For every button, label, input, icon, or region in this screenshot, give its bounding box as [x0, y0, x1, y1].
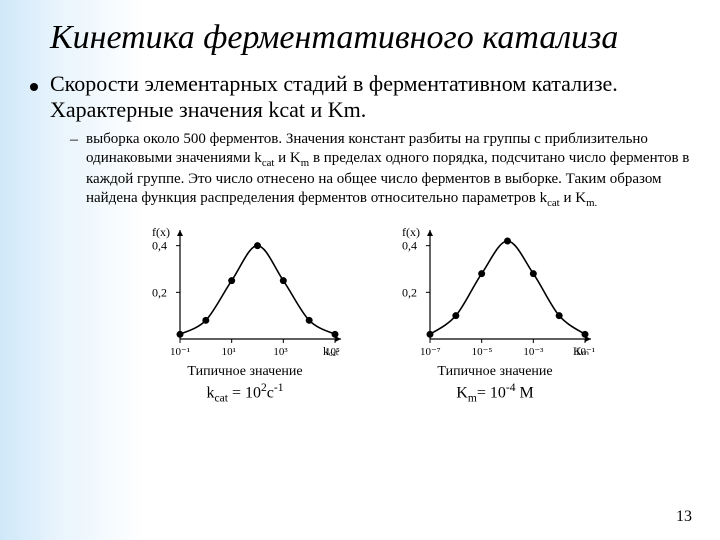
svg-text:10⁻¹: 10⁻¹ [170, 346, 190, 358]
svg-text:f(x): f(x) [152, 225, 170, 239]
chart-right-caption: Типичное значение [390, 364, 600, 380]
chart-left-block: f(x)0,40,210⁻¹10¹10³10⁵kₒₐₜ Типичное зна… [140, 222, 350, 405]
svg-text:0,2: 0,2 [152, 286, 167, 300]
chart-left-caption: Типичное значение [140, 364, 350, 380]
chart-right-value: Km= 10-4 М [390, 382, 600, 405]
dash-icon: – [70, 130, 78, 151]
svg-text:10¹: 10¹ [222, 346, 236, 358]
charts-container: f(x)0,40,210⁻¹10¹10³10⁵kₒₐₜ Типичное зна… [50, 222, 690, 405]
svg-text:10³: 10³ [273, 346, 288, 358]
svg-text:10⁻³: 10⁻³ [523, 346, 544, 358]
bullet-dot-icon [30, 83, 38, 91]
bullet-text: Скорости элементарных стадий в ферментат… [50, 71, 690, 124]
chart-right: f(x)0,40,210⁻⁷10⁻⁵10⁻³10⁻¹Kₘ [390, 222, 600, 362]
sub-bullet-text: выборка около 500 ферментов. Значения ко… [86, 130, 690, 210]
svg-text:0,2: 0,2 [402, 286, 417, 300]
svg-text:kₒₐₜ: kₒₐₜ [323, 344, 339, 358]
svg-text:Kₘ: Kₘ [573, 344, 589, 358]
slide-title: Кинетика ферментативного катализа [50, 18, 690, 57]
svg-text:0,4: 0,4 [152, 239, 167, 253]
svg-text:10⁻⁷: 10⁻⁷ [420, 346, 441, 358]
bullet-item: Скорости элементарных стадий в ферментат… [50, 71, 690, 124]
svg-text:f(x): f(x) [402, 225, 420, 239]
chart-left-value: kcat = 102с-1 [140, 382, 350, 405]
sub-bullet-item: – выборка около 500 ферментов. Значения … [70, 130, 690, 210]
chart-left: f(x)0,40,210⁻¹10¹10³10⁵kₒₐₜ [140, 222, 350, 362]
svg-text:0,4: 0,4 [402, 239, 417, 253]
chart-right-block: f(x)0,40,210⁻⁷10⁻⁵10⁻³10⁻¹Kₘ Типичное зн… [390, 222, 600, 405]
page-number: 13 [676, 508, 692, 526]
svg-text:10⁻⁵: 10⁻⁵ [472, 346, 493, 358]
